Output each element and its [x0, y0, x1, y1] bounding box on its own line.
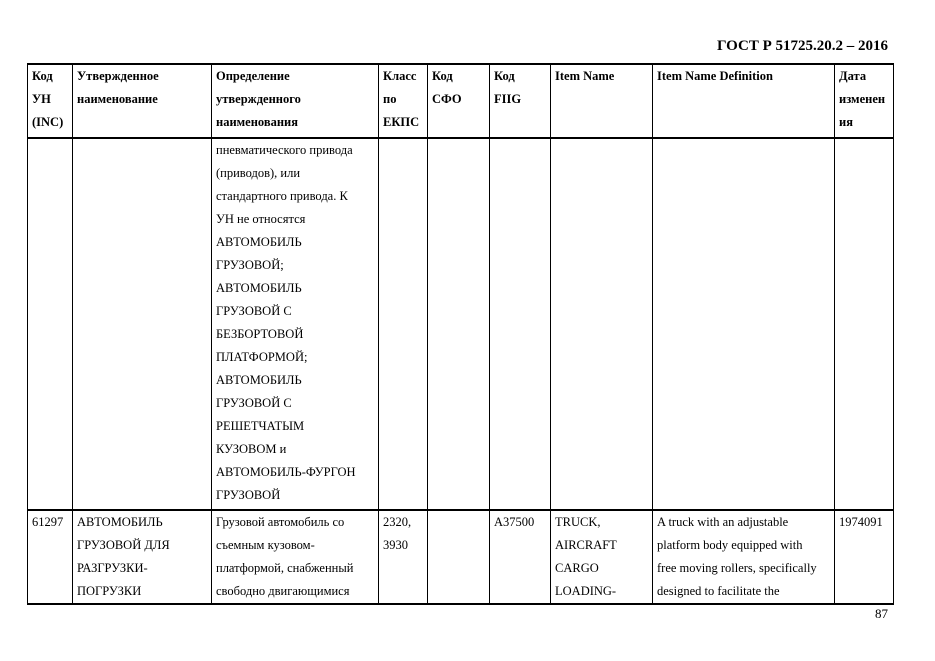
document-number: ГОСТ Р 51725.20.2 – 2016 [716, 38, 888, 54]
col-header: Дата изменен ия [834, 64, 894, 138]
col-header: Item Name [550, 64, 653, 138]
cell [427, 138, 490, 510]
cell: A truck with an adjustable platform body… [652, 510, 835, 604]
col-header: Утвержденное наименование [72, 64, 212, 138]
page-number: 87 [875, 606, 888, 621]
col-header: Код FIIG [489, 64, 551, 138]
cell [427, 510, 490, 604]
cell [27, 138, 73, 510]
col-header: Item Name Definition [652, 64, 835, 138]
cell: пневматического привода (приводов), или … [211, 138, 379, 510]
cell: 1974091 [834, 510, 894, 604]
cell: 2320, 3930 [378, 510, 428, 604]
cell: АВТОМОБИЛЬ ГРУЗОВОЙ ДЛЯ РАЗГРУЗКИ- ПОГРУ… [72, 510, 212, 604]
cell: TRUCK, AIRCRAFT CARGO LOADING- [550, 510, 653, 604]
col-header: Код СФО [427, 64, 490, 138]
col-header: Класс по ЕКПС [378, 64, 428, 138]
cell [834, 138, 894, 510]
table-row: 61297 АВТОМОБИЛЬ ГРУЗОВОЙ ДЛЯ РАЗГРУЗКИ-… [27, 510, 894, 604]
table-row: пневматического привода (приводов), или … [27, 138, 894, 510]
cell [550, 138, 653, 510]
cell [489, 138, 551, 510]
header-row: Код УН (INC) Утвержденное наименование О… [27, 64, 894, 138]
cell: A37500 [489, 510, 551, 604]
cell [72, 138, 212, 510]
cell [652, 138, 835, 510]
cell [378, 138, 428, 510]
col-header: Код УН (INC) [27, 64, 73, 138]
cell: Грузовой автомобиль со съемным кузовом- … [211, 510, 379, 604]
col-header: Определение утвержденного наименования [211, 64, 379, 138]
cell: 61297 [27, 510, 73, 604]
items-table: Код УН (INC) Утвержденное наименование О… [27, 63, 894, 605]
